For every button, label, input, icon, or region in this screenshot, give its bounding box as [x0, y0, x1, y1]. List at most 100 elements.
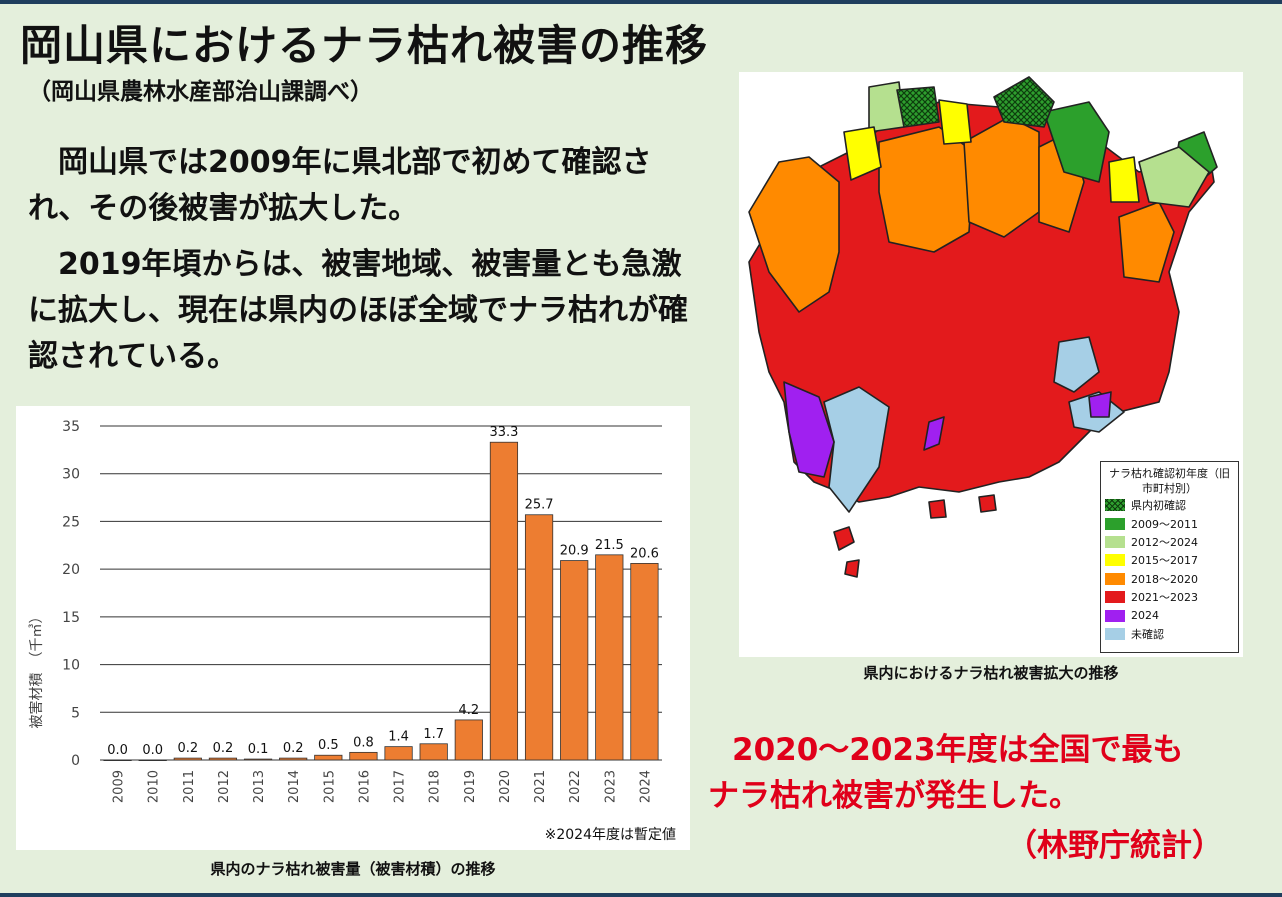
y-tick-label: 0 [71, 753, 80, 769]
y-tick-label: 5 [71, 705, 80, 721]
bar-value-label: 20.6 [630, 546, 659, 561]
legend-label: 2018～2020 [1131, 572, 1198, 586]
bar [138, 759, 167, 762]
x-tick-label: 2009 [112, 770, 127, 803]
x-tick-label: 2017 [393, 770, 408, 803]
bar [454, 719, 483, 761]
description-paragraph-1: 岡山県では2009年に県北部で初めて確認され、その後被害が拡大した。 [28, 145, 652, 226]
bar-value-label: 0.5 [318, 738, 339, 753]
bar-value-label: 0.0 [107, 743, 128, 758]
map-island [978, 494, 997, 513]
bar-value-label: 21.5 [595, 538, 624, 553]
map-region-2015-2017 [843, 126, 882, 181]
bar [314, 754, 343, 761]
legend-label: 県内初確認 [1131, 499, 1186, 513]
legend-item: 2018～2020 [1105, 570, 1234, 588]
map-region-2018-2020 [963, 116, 1040, 238]
map-region-2024 [783, 381, 835, 478]
legend-label: 2021～2023 [1131, 591, 1198, 605]
map-region-2009-2011 [1043, 101, 1110, 183]
map-region-2015-2017 [1108, 156, 1140, 203]
source-note: （林野庁統計） [1006, 828, 1223, 864]
bar-value-label: 0.2 [213, 741, 234, 756]
x-tick-label: 2018 [428, 770, 443, 803]
map-region-2024 [1088, 391, 1112, 418]
bar [103, 759, 132, 762]
map-region-2018-2020 [1118, 201, 1175, 283]
map-region-first-detected [896, 86, 940, 128]
x-tick-label: 2012 [217, 770, 232, 803]
nationwide-note-line-2: ナラ枯れ被害が発生した。 [708, 778, 1080, 814]
map-island [928, 499, 947, 519]
map-region-unconfirmed [823, 386, 890, 513]
x-tick-label: 2015 [322, 770, 337, 803]
x-tick-label: 2023 [603, 770, 618, 803]
legend-item: 県内初確認 [1105, 496, 1234, 514]
x-tick-label: 2022 [568, 770, 583, 803]
x-tick-label: 2014 [287, 770, 302, 803]
y-tick-label: 10 [62, 658, 80, 674]
legend-swatch [1105, 517, 1125, 530]
bar-chart: 0 5 10 15 20 25 30 35 0.0 2009 0.0 2010 0.2 2011 0.2 20… [29, 419, 676, 843]
x-tick-label: 2010 [147, 770, 162, 803]
map-legend-title: ナラ枯れ確認初年度（旧市町村別） [1109, 467, 1230, 495]
bar [173, 757, 202, 761]
legend-item: 未確認 [1105, 625, 1234, 643]
x-tick-label: 2020 [498, 770, 513, 803]
legend-label: 2009～2011 [1131, 517, 1198, 531]
nationwide-note-line-1: 2020～2023年度は全国で最も [732, 732, 1184, 768]
bottom-border [0, 893, 1282, 897]
y-tick-label: 30 [62, 467, 80, 483]
okayama-damage-map [748, 76, 1218, 578]
map-region-2012-2024 [1138, 146, 1210, 208]
legend-label: 2015～2017 [1131, 554, 1198, 568]
chart-note: ※2024年度は暫定値 [545, 827, 676, 843]
map-caption: 県内におけるナラ枯れ被害拡大の推移 [863, 664, 1119, 682]
legend-item: 2009～2011 [1105, 514, 1234, 532]
bar [524, 514, 554, 761]
x-tick-label: 2021 [533, 770, 548, 803]
bar [560, 560, 589, 761]
map-island [844, 559, 860, 578]
page-subtitle: （岡山県農林水産部治山課調べ） [28, 79, 373, 105]
chart-caption: 県内のナラ枯れ被害量（被害材積）の推移 [210, 860, 496, 878]
bar [489, 441, 519, 761]
x-tick-label: 2024 [638, 770, 653, 803]
legend-label: 2012～2024 [1131, 535, 1198, 549]
legend-swatch [1105, 627, 1125, 640]
map-region-2018-2020 [748, 156, 840, 313]
map-island [833, 526, 855, 551]
bar-value-label: 0.8 [353, 735, 374, 750]
map-panel [739, 72, 1243, 657]
y-tick-label: 35 [62, 419, 80, 435]
legend-swatch [1105, 499, 1125, 512]
legend-label: 2024 [1131, 609, 1159, 623]
bar-value-label: 33.3 [489, 425, 518, 440]
legend-swatch [1105, 591, 1125, 604]
bar-value-label: 1.7 [423, 727, 444, 742]
bar [243, 758, 273, 761]
legend-swatch [1105, 609, 1125, 622]
legend-swatch [1105, 535, 1125, 548]
bar-value-label: 0.0 [142, 743, 163, 758]
top-border [0, 0, 1282, 4]
legend-item: 2012～2024 [1105, 533, 1234, 551]
bar-value-label: 0.1 [248, 742, 269, 757]
legend-swatch [1105, 572, 1125, 585]
bar-value-label: 25.7 [525, 498, 554, 513]
bar [384, 746, 413, 761]
map-region-2015-2017 [938, 99, 972, 145]
y-axis-label: 被害材積 （千㎥） [29, 610, 45, 729]
bar [208, 757, 238, 761]
x-tick-label: 2011 [182, 770, 197, 803]
legend-label: 未確認 [1131, 627, 1164, 641]
map-legend: ナラ枯れ確認初年度（旧市町村別） 県内初確認 2009～2011 2012～2024… [1100, 461, 1239, 653]
bar-value-label: 0.2 [177, 741, 198, 756]
legend-item: 2021～2023 [1105, 588, 1234, 606]
map-region-2018-2020 [878, 126, 975, 253]
bar [630, 563, 659, 761]
legend-swatch [1105, 554, 1125, 567]
bar-chart-panel: 0 5 10 15 20 25 30 35 0.0 2009 0.0 2010 0.2 2011 0.2 20… [16, 406, 690, 850]
map-region-first-detected [993, 76, 1055, 128]
bar-value-label: 4.2 [458, 703, 479, 718]
